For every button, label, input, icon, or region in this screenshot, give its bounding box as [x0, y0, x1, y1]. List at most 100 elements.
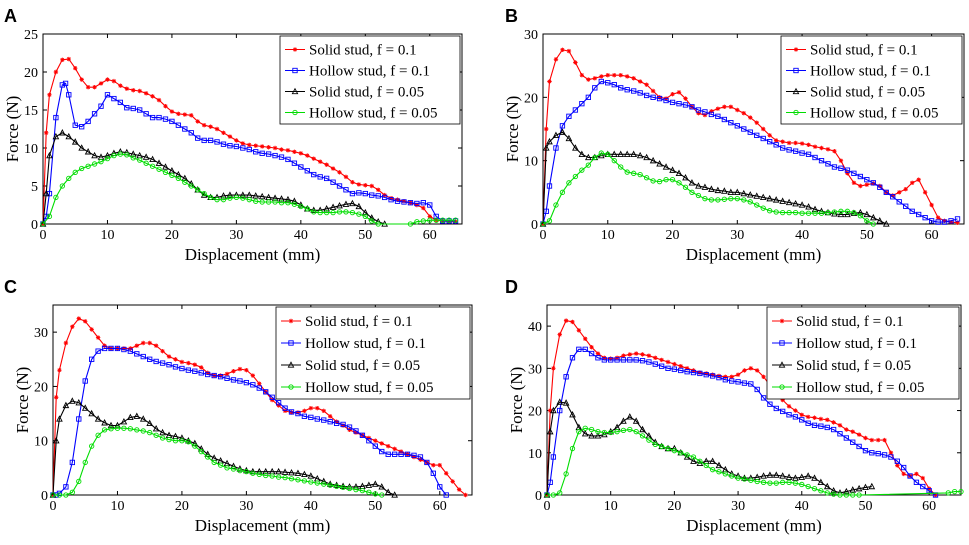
data-point	[649, 156, 657, 164]
x-tick-label: 10	[601, 228, 615, 243]
data-point	[207, 137, 214, 144]
data-point	[570, 319, 575, 325]
data-point	[785, 473, 793, 480]
data-point	[269, 473, 275, 479]
data-point	[576, 429, 582, 435]
data-point	[237, 366, 243, 372]
data-point	[44, 130, 49, 135]
data-point	[824, 490, 830, 496]
data-point	[259, 199, 265, 205]
data-point	[733, 188, 741, 195]
legend-marker	[292, 67, 298, 74]
data-point	[120, 417, 128, 425]
data-point	[825, 161, 831, 167]
data-point	[631, 170, 637, 176]
x-tick-label: 40	[795, 499, 809, 514]
data-point	[811, 486, 818, 492]
data-point	[741, 110, 746, 116]
series-2	[540, 78, 961, 227]
data-point	[214, 197, 220, 203]
data-point	[56, 415, 63, 422]
data-point	[741, 476, 748, 482]
legend-entry: Hollow stud, f = 0.1	[281, 336, 426, 352]
data-point	[709, 457, 716, 464]
data-point	[837, 210, 845, 218]
data-point	[117, 99, 124, 106]
data-point	[262, 467, 270, 475]
data-point	[224, 375, 230, 381]
data-point	[205, 371, 211, 378]
data-point	[576, 328, 582, 333]
data-point	[272, 199, 278, 205]
data-point	[361, 208, 369, 216]
data-point	[760, 479, 767, 485]
data-point	[72, 122, 78, 128]
data-point	[149, 163, 156, 169]
data-point	[670, 91, 675, 97]
data-point	[179, 365, 185, 372]
data-point	[812, 144, 818, 149]
data-point	[323, 205, 330, 212]
data-point	[882, 220, 890, 227]
data-point	[869, 437, 875, 443]
data-point	[295, 410, 301, 417]
data-point	[678, 364, 683, 369]
data-point	[78, 144, 86, 151]
data-point	[272, 152, 278, 159]
data-point	[662, 163, 670, 170]
data-point	[185, 367, 192, 373]
data-point	[747, 199, 753, 205]
data-point	[68, 397, 76, 404]
data-point	[799, 412, 804, 417]
data-point	[550, 406, 557, 414]
data-point	[340, 423, 346, 428]
data-point	[697, 370, 703, 375]
data-point	[676, 180, 682, 186]
data-point	[130, 155, 136, 161]
x-tick-label: 30	[239, 499, 253, 514]
data-point	[214, 139, 220, 145]
data-point	[134, 427, 140, 433]
data-point	[540, 221, 546, 227]
data-point	[623, 150, 631, 157]
data-point	[792, 199, 799, 207]
data-point	[234, 138, 239, 143]
data-point	[579, 167, 585, 173]
data-point	[857, 208, 864, 216]
data-point	[414, 219, 420, 225]
data-point	[786, 147, 792, 153]
data-point	[175, 122, 182, 128]
data-point	[298, 164, 304, 170]
data-point	[446, 217, 452, 223]
data-point	[220, 141, 227, 147]
data-point	[858, 183, 863, 189]
data-point	[233, 194, 240, 201]
x-tick-label: 20	[165, 228, 179, 243]
data-point	[208, 124, 213, 129]
data-point	[69, 489, 75, 495]
data-point	[665, 359, 671, 365]
data-point	[792, 480, 799, 486]
data-point	[766, 194, 774, 202]
data-point	[131, 88, 136, 93]
data-point	[805, 210, 812, 216]
data-point	[883, 189, 889, 195]
data-point	[644, 82, 649, 87]
data-point	[754, 120, 759, 125]
data-point	[890, 193, 895, 198]
data-point	[250, 470, 256, 476]
data-point	[665, 445, 671, 452]
data-point	[653, 355, 658, 360]
data-point	[58, 129, 66, 136]
data-point	[569, 355, 576, 361]
data-point	[741, 126, 747, 132]
data-point	[682, 173, 689, 181]
data-point	[754, 368, 760, 373]
data-point	[716, 374, 722, 381]
data-point	[375, 221, 381, 227]
data-point	[618, 72, 623, 78]
data-point	[856, 432, 862, 437]
data-point	[227, 195, 233, 201]
data-point	[163, 104, 168, 109]
data-point	[227, 134, 233, 139]
